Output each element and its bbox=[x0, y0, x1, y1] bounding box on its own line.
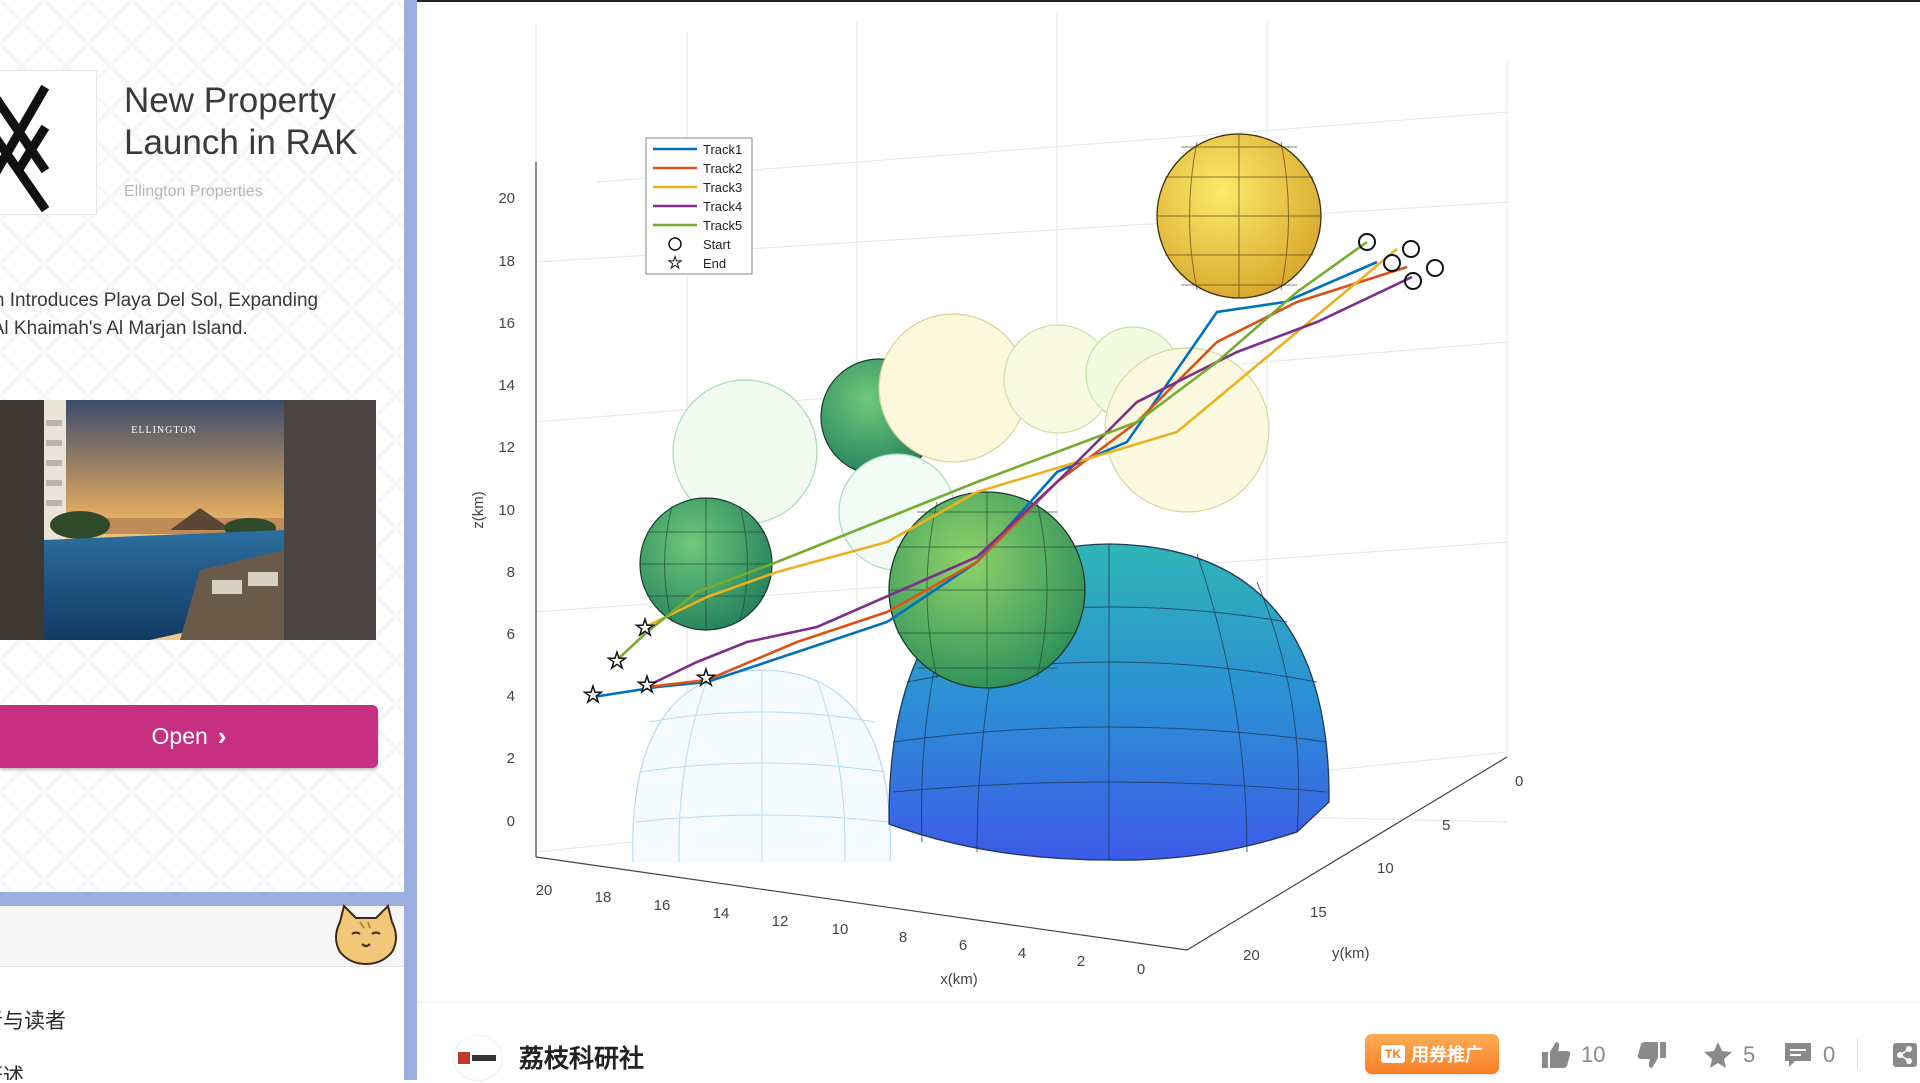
z-axis: 0 2 4 6 8 10 12 14 16 18 20 z(km) bbox=[470, 190, 515, 830]
coupon-promote-button[interactable]: TK 用券推广 bbox=[1365, 1034, 1499, 1074]
track2-line bbox=[646, 265, 1408, 689]
share-icon bbox=[1893, 1043, 1917, 1067]
comment-button[interactable]: 0 bbox=[1783, 1041, 1835, 1069]
x-tick-label: 12 bbox=[772, 913, 789, 930]
ad-image-brand: ELLINGTON bbox=[131, 425, 196, 436]
legend-track4: Track4 bbox=[703, 199, 742, 214]
obstacle-spheres bbox=[639, 133, 1322, 689]
star-icon bbox=[1704, 1042, 1732, 1068]
comment-icon bbox=[1785, 1043, 1811, 1067]
x-tick-label: 8 bbox=[899, 929, 907, 946]
3d-track-chart: 0 2 4 6 8 10 12 14 16 18 20 z(km) 20 18 … bbox=[470, 12, 1523, 988]
z-tick-label: 12 bbox=[498, 439, 515, 456]
legend-track3: Track3 bbox=[703, 180, 742, 195]
y-axis: 0 5 10 15 20 y(km) bbox=[1243, 773, 1523, 964]
z-tick-label: 2 bbox=[507, 750, 515, 767]
end-marker: ★ bbox=[635, 616, 655, 641]
divider bbox=[0, 892, 404, 906]
track3-line bbox=[644, 247, 1398, 629]
y-tick-label: 0 bbox=[1515, 773, 1523, 790]
x-axis-label: x(km) bbox=[940, 971, 978, 988]
y-tick-label: 10 bbox=[1377, 860, 1394, 877]
track5-line bbox=[616, 240, 1368, 661]
share-button[interactable] bbox=[1893, 1041, 1917, 1069]
start-markers bbox=[1358, 233, 1444, 290]
y-axis-label: y(km) bbox=[1332, 945, 1370, 962]
z-axis-label: z(km) bbox=[470, 491, 487, 529]
start-marker bbox=[1404, 272, 1422, 290]
start-marker bbox=[1426, 259, 1444, 277]
z-tick-label: 8 bbox=[507, 564, 515, 581]
z-tick-label: 0 bbox=[507, 813, 515, 830]
end-markers: ★ ★ ★ ★ ★ bbox=[582, 615, 716, 709]
y-tick-label: 20 bbox=[1243, 947, 1260, 964]
start-marker bbox=[1383, 254, 1401, 272]
x-tick-label: 20 bbox=[536, 882, 553, 899]
end-marker: ★ bbox=[637, 673, 657, 698]
start-marker bbox=[1358, 233, 1376, 251]
obstacle-dome-light bbox=[632, 669, 891, 863]
end-marker: ★ bbox=[607, 649, 627, 674]
toc-item[interactable]: 概述 bbox=[0, 1065, 24, 1080]
ad-sidebar: New Property Launch in RAK Ellington Pro… bbox=[0, 0, 404, 1080]
end-marker: ★ bbox=[696, 666, 716, 691]
svg-text:★: ★ bbox=[668, 255, 682, 272]
advertiser-logo[interactable] bbox=[0, 70, 97, 215]
track4-line bbox=[644, 275, 1413, 689]
x-tick-label: 10 bbox=[832, 921, 849, 938]
start-marker bbox=[1402, 240, 1420, 258]
thumbs-up-icon bbox=[1542, 1042, 1571, 1068]
x-axis: 20 18 16 14 12 10 8 6 4 2 0 x(km) bbox=[536, 882, 1146, 988]
article-content: 0 2 4 6 8 10 12 14 16 18 20 z(km) 20 18 … bbox=[417, 0, 1920, 1083]
like-button[interactable]: 10 bbox=[1541, 1041, 1605, 1069]
toc-item[interactable]: 者与读者 bbox=[0, 1010, 66, 1033]
z-tick-label: 10 bbox=[498, 502, 515, 519]
panel-divider[interactable] bbox=[404, 0, 417, 1080]
y-tick-label: 5 bbox=[1442, 817, 1450, 834]
z-tick-label: 6 bbox=[507, 626, 515, 643]
ad-advertiser-name[interactable]: Ellington Properties bbox=[124, 183, 263, 200]
favorite-button[interactable]: 5 bbox=[1703, 1041, 1755, 1069]
ticket-icon: TK bbox=[1381, 1045, 1405, 1063]
x-tick-label: 2 bbox=[1077, 953, 1085, 970]
separator bbox=[1857, 1039, 1858, 1069]
open-button[interactable]: Open › bbox=[0, 705, 378, 768]
ad-image[interactable]: ELLINGTON bbox=[0, 400, 376, 640]
x-tick-label: 6 bbox=[959, 937, 967, 954]
z-tick-label: 20 bbox=[498, 190, 515, 207]
z-tick-label: 4 bbox=[507, 688, 515, 705]
like-count: 10 bbox=[1581, 1042, 1606, 1067]
legend-end: End bbox=[703, 256, 726, 271]
y-tick-label: 15 bbox=[1310, 904, 1327, 921]
chevron-right-icon: › bbox=[217, 721, 227, 751]
x-tick-label: 14 bbox=[713, 905, 730, 922]
cat-mascot-icon[interactable] bbox=[330, 904, 402, 968]
legend-start: Start bbox=[703, 237, 731, 252]
z-tick-label: 18 bbox=[498, 253, 515, 270]
dislike-button[interactable] bbox=[1637, 1041, 1667, 1069]
author-name[interactable]: 荔枝科研社 bbox=[519, 1045, 645, 1073]
legend-track2: Track2 bbox=[703, 161, 742, 176]
x-tick-label: 16 bbox=[654, 897, 671, 914]
comment-count: 0 bbox=[1823, 1042, 1836, 1067]
end-marker: ★ bbox=[583, 683, 603, 708]
z-tick-label: 16 bbox=[498, 315, 515, 332]
x-tick-label: 0 bbox=[1137, 961, 1145, 978]
thumbs-down-icon bbox=[1637, 1042, 1666, 1068]
chart-legend: Track1 Track2 Track3 Track4 Track5 Start… bbox=[645, 137, 753, 275]
x-tick-label: 4 bbox=[1018, 945, 1026, 962]
x-tick-label: 18 bbox=[595, 889, 612, 906]
favorite-count: 5 bbox=[1743, 1042, 1756, 1067]
legend-track5: Track5 bbox=[703, 218, 742, 233]
open-button-label: Open bbox=[151, 723, 208, 749]
flight-tracks bbox=[592, 240, 1413, 699]
article-action-bar: 荔枝科研社 TK 用券推广 10 5 bbox=[417, 1002, 1920, 1083]
ad-description: ton Introduces Playa Del Sol, Expanding … bbox=[0, 290, 319, 339]
z-tick-label: 14 bbox=[498, 377, 515, 394]
ad-title[interactable]: New Property Launch in RAK bbox=[124, 81, 358, 162]
author-avatar[interactable] bbox=[453, 1035, 503, 1081]
legend-track1: Track1 bbox=[703, 142, 742, 157]
